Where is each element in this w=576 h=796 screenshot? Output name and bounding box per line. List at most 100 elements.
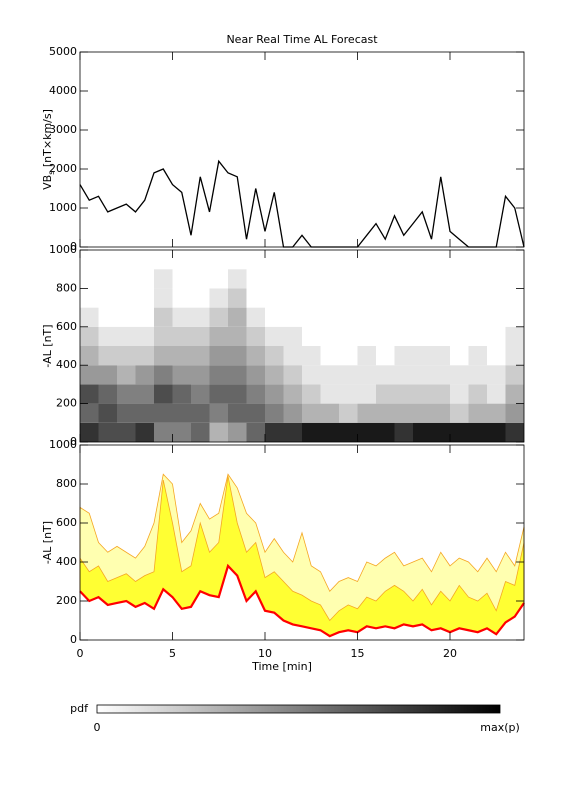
heat-cell bbox=[154, 422, 173, 442]
heat-cell bbox=[339, 365, 358, 385]
heat-cell bbox=[339, 403, 358, 423]
heat-cell bbox=[505, 326, 524, 346]
heat-cell bbox=[209, 384, 228, 404]
heat-cell bbox=[413, 403, 432, 423]
y-tick-label: 0 bbox=[70, 240, 77, 253]
heat-cell bbox=[191, 326, 210, 346]
heat-cell bbox=[302, 326, 321, 346]
heat-cell bbox=[117, 384, 136, 404]
heat-cell bbox=[450, 403, 469, 423]
heat-cell bbox=[487, 288, 506, 308]
heat-cell bbox=[80, 403, 99, 423]
heat-cell bbox=[487, 422, 506, 442]
heat-cell bbox=[357, 250, 376, 270]
heat-cell bbox=[117, 422, 136, 442]
heat-cell bbox=[117, 250, 136, 270]
heat-cell bbox=[302, 403, 321, 423]
heat-cell bbox=[283, 288, 302, 308]
heat-cell bbox=[357, 346, 376, 366]
y-tick-label: 400 bbox=[56, 358, 77, 371]
heat-cell bbox=[339, 269, 358, 289]
heat-cell bbox=[302, 365, 321, 385]
heat-cell bbox=[468, 403, 487, 423]
heat-cell bbox=[228, 307, 247, 327]
heat-cell bbox=[376, 250, 395, 270]
x-tick-label: 5 bbox=[169, 647, 176, 660]
heat-cell bbox=[98, 365, 117, 385]
heat-cell bbox=[413, 365, 432, 385]
heat-cell bbox=[98, 422, 117, 442]
heat-cell bbox=[246, 326, 265, 346]
heat-cell bbox=[487, 269, 506, 289]
heat-cell bbox=[339, 346, 358, 366]
heat-cell bbox=[413, 288, 432, 308]
heat-cell bbox=[265, 403, 284, 423]
heat-cell bbox=[283, 346, 302, 366]
heat-cell bbox=[209, 307, 228, 327]
heat-cell bbox=[80, 346, 99, 366]
heat-cell bbox=[468, 384, 487, 404]
heat-cell bbox=[468, 250, 487, 270]
heat-cell bbox=[154, 288, 173, 308]
heat-cell bbox=[413, 384, 432, 404]
y-tick-label: 600 bbox=[56, 516, 77, 529]
heat-cell bbox=[117, 269, 136, 289]
heat-cell bbox=[302, 269, 321, 289]
heat-cell bbox=[394, 307, 413, 327]
heat-cell bbox=[302, 250, 321, 270]
heat-cell bbox=[265, 269, 284, 289]
heat-cell bbox=[468, 365, 487, 385]
heat-cell bbox=[228, 326, 247, 346]
heat-cell bbox=[154, 403, 173, 423]
heat-cell bbox=[172, 250, 191, 270]
heat-cell bbox=[246, 288, 265, 308]
heat-cell bbox=[431, 269, 450, 289]
heat-cell bbox=[302, 346, 321, 366]
heat-cell bbox=[172, 346, 191, 366]
heat-cell bbox=[135, 403, 154, 423]
heat-cell bbox=[209, 365, 228, 385]
heat-cell bbox=[154, 326, 173, 346]
heat-cell bbox=[376, 365, 395, 385]
heat-cell bbox=[265, 346, 284, 366]
plot-frame bbox=[79, 444, 525, 641]
y-tick-label: 1000 bbox=[49, 438, 77, 451]
heat-cell bbox=[172, 384, 191, 404]
heat-cell bbox=[191, 365, 210, 385]
heat-cell bbox=[283, 326, 302, 346]
y-tick-label: 800 bbox=[56, 477, 77, 490]
heat-cell bbox=[191, 422, 210, 442]
heat-cell bbox=[80, 250, 99, 270]
heat-cell bbox=[80, 384, 99, 404]
heat-cell bbox=[505, 365, 524, 385]
heat-cell bbox=[468, 288, 487, 308]
heat-cell bbox=[135, 269, 154, 289]
heat-cell bbox=[394, 288, 413, 308]
heat-cell bbox=[80, 307, 99, 327]
heat-cell bbox=[246, 250, 265, 270]
colorbar-label: pdf bbox=[70, 702, 89, 715]
heat-cell bbox=[117, 346, 136, 366]
heat-cell bbox=[413, 307, 432, 327]
y-axis-label-part: [nT×km/s] bbox=[41, 109, 54, 171]
heat-cell bbox=[246, 307, 265, 327]
heat-cell bbox=[283, 384, 302, 404]
heat-cell bbox=[357, 288, 376, 308]
heat-cell bbox=[394, 422, 413, 442]
heat-cell bbox=[394, 326, 413, 346]
heat-cell bbox=[450, 365, 469, 385]
heat-cell bbox=[135, 365, 154, 385]
heat-cell bbox=[357, 307, 376, 327]
y-tick-label: 0 bbox=[70, 435, 77, 448]
heat-cell bbox=[246, 269, 265, 289]
heat-cell bbox=[80, 288, 99, 308]
y-tick-label: 1000 bbox=[49, 243, 77, 256]
heat-cell bbox=[376, 403, 395, 423]
heat-cell bbox=[339, 288, 358, 308]
heat-cell bbox=[80, 269, 99, 289]
heat-cell bbox=[413, 269, 432, 289]
heat-cell bbox=[228, 403, 247, 423]
heat-cell bbox=[172, 403, 191, 423]
heat-cell bbox=[505, 422, 524, 442]
heat-cell bbox=[505, 346, 524, 366]
